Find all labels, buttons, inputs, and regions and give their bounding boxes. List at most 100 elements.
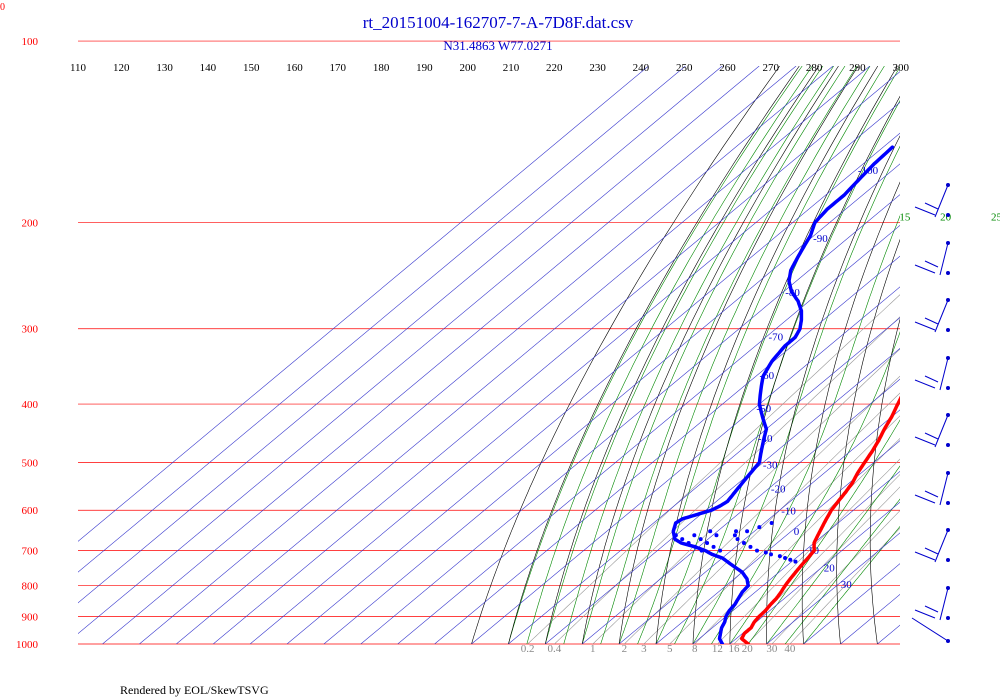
dewpoint-point — [793, 559, 798, 564]
isotherm-10 — [692, 471, 900, 644]
dewpoint-point — [741, 541, 746, 546]
mixing-ratio-label: 20 — [742, 643, 754, 655]
dry-adiabat-50 — [836, 238, 900, 644]
isotherm-label: 20 — [824, 562, 836, 574]
isotherm--30 — [545, 348, 900, 644]
moist-adiabat--15 — [600, 66, 858, 644]
temperature-trace — [739, 395, 900, 644]
dry-adiabat-80 — [934, 66, 1000, 644]
wind-barb — [914, 183, 950, 218]
moist-adiabat-5 — [674, 99, 900, 644]
dewpoint-point — [705, 541, 710, 546]
dry-adiabat-40 — [801, 181, 900, 644]
mixing-ratio-0.4 — [554, 316, 900, 644]
dewpoint-point — [692, 533, 697, 538]
barb-flag — [914, 379, 936, 389]
isotherm-20 — [729, 501, 900, 644]
mixing-ratio-5 — [669, 415, 900, 644]
dewpoint-point — [699, 548, 704, 553]
mixing-ratio-label: 8 — [692, 643, 698, 655]
dewpoint-point — [745, 529, 750, 534]
theta-top-label: 110 — [70, 62, 87, 74]
wind-barb — [914, 241, 950, 276]
theta-top-label: 140 — [200, 62, 217, 74]
dry-adiabat--10 — [618, 66, 859, 644]
barb-flag — [924, 547, 939, 555]
dewpoint-point — [693, 544, 698, 549]
wind-barb — [914, 413, 950, 448]
moist-adiabat-20 — [729, 331, 900, 644]
dry-adiabat--50 — [471, 66, 780, 644]
isotherm--70 — [397, 225, 900, 644]
barb-staff — [934, 414, 949, 448]
mixing-ratio-label: 0.4 — [548, 643, 562, 655]
theta-top-label: 200 — [459, 62, 476, 74]
mixing-ratio-label: 5 — [667, 643, 673, 655]
isotherm--150 — [102, 66, 797, 644]
mixing-ratio-label: 3 — [641, 643, 647, 655]
wind-barb — [914, 528, 950, 563]
chart-title: rt_20151004-162707-7-A-7D8F.dat.csv — [363, 13, 634, 32]
barb-flag — [924, 375, 939, 383]
pressure-label: 600 — [22, 505, 39, 517]
barb-flag — [914, 264, 936, 274]
theta-top-label: 280 — [806, 62, 823, 74]
mixing-ratio-label: 12 — [712, 643, 723, 655]
barb-dot — [946, 241, 950, 245]
barb-dot — [946, 471, 950, 475]
theta-top-label: 210 — [503, 62, 520, 74]
moist-adiabat-lines — [508, 66, 900, 644]
pressure-label: 500 — [22, 457, 39, 469]
dewpoint-point — [698, 537, 703, 542]
barb-dot — [946, 413, 950, 417]
theta-top-label: 220 — [546, 62, 563, 74]
pressure-label: 400 — [22, 399, 39, 411]
mixing-ratio-lines — [527, 294, 900, 644]
theta-top-label: 130 — [156, 62, 173, 74]
dewpoint-point — [748, 544, 753, 549]
mixing-ratio-label: 2 — [622, 643, 628, 655]
dewpoint-point — [769, 521, 774, 526]
theta-top-label: 190 — [416, 62, 433, 74]
barb-staff — [934, 299, 949, 333]
moist-adiabat-35 — [784, 498, 900, 644]
barb-staff — [939, 242, 949, 276]
barb-flag — [924, 260, 939, 268]
isotherm-30 — [766, 532, 900, 644]
isotherm-label: 30 — [841, 579, 853, 591]
isotherm--40 — [508, 317, 900, 644]
isotherm--90 — [323, 163, 900, 644]
isotherm-label: -10 — [781, 506, 796, 518]
pressure-label: 300 — [22, 324, 39, 336]
moist-adiabat-25 — [748, 419, 900, 644]
barb-dot — [946, 528, 950, 532]
barb-dot — [946, 298, 950, 302]
mixing-ratio-label: 1 — [590, 643, 596, 655]
wind-barb — [914, 586, 950, 621]
dry-adiabat-100 — [995, 66, 1000, 644]
dewpoint-point — [714, 533, 719, 538]
dewpoint-point — [788, 557, 793, 562]
wind-barbs — [911, 183, 950, 643]
dewpoint-point — [777, 554, 782, 559]
pressure-label: 100 — [22, 36, 39, 48]
moist-adiabat-label: 25 — [991, 212, 1000, 224]
isotherm--120 — [213, 71, 900, 644]
mixing-ratio-0.2 — [527, 294, 900, 644]
dry-adiabat-lines — [471, 66, 1000, 644]
moist-adiabat--35 — [526, 66, 813, 644]
mixing-ratio-40 — [789, 527, 900, 644]
isotherm--100 — [286, 132, 900, 644]
mixing-ratio-20 — [746, 486, 900, 644]
isotherm--130 — [176, 66, 871, 644]
isotherm-label: -30 — [763, 459, 778, 471]
theta-top-label: 250 — [676, 62, 693, 74]
dewpoint-point — [769, 552, 774, 557]
dewpoint-point — [708, 529, 713, 534]
mixing-ratio-label: 30 — [766, 643, 778, 655]
moist-adiabat-40 — [803, 526, 900, 644]
theta-top-label: 150 — [243, 62, 260, 74]
dewpoint-point — [757, 525, 762, 530]
